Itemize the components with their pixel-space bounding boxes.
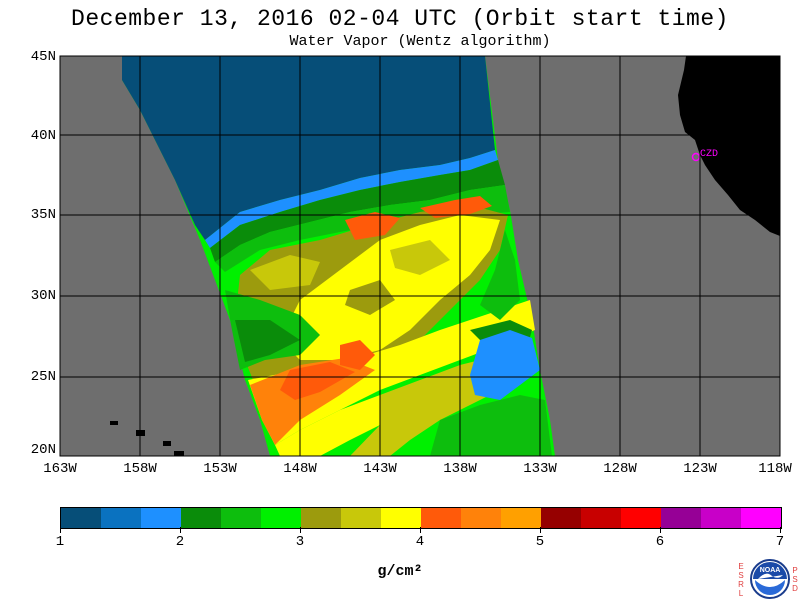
colorbar-tick	[780, 527, 781, 533]
swath-red-orange-south	[340, 340, 375, 370]
colorbar-swatch	[541, 508, 581, 528]
colorbar-label-7: 7	[775, 534, 785, 550]
colorbar-swatch	[181, 508, 221, 528]
colorbar-swatch	[61, 508, 101, 528]
colorbar-label-1: 1	[55, 534, 65, 550]
lon-label-128w: 128W	[603, 461, 637, 477]
swath-yellow-core	[280, 215, 500, 360]
colorbar-swatch	[741, 508, 781, 528]
map-frame	[59, 55, 781, 457]
swath-yellow-bottom	[275, 395, 400, 456]
lat-label-35n: 35N	[30, 207, 56, 223]
colorbar-tick	[540, 527, 541, 533]
colorbar	[60, 507, 782, 529]
colorbar-swatch	[221, 508, 261, 528]
lat-label-45n: 45N	[30, 49, 56, 65]
colorbar-swatch	[141, 508, 181, 528]
lat-label-30n: 30N	[30, 288, 56, 304]
colorbar-tick	[60, 527, 61, 533]
swath-dark-green-left	[235, 320, 300, 362]
colorbar-swatch	[621, 508, 661, 528]
colorbar-swatch	[301, 508, 341, 528]
swath-dark-green-band	[210, 160, 505, 262]
lon-label-143w: 143W	[363, 461, 397, 477]
lat-label-25n: 25N	[30, 369, 56, 385]
colorbar-swatch	[701, 508, 741, 528]
lon-label-148w: 148W	[283, 461, 317, 477]
swath-blue-east	[470, 330, 540, 400]
swath-orange-north-2	[420, 196, 492, 218]
station-label: CZD	[700, 149, 718, 160]
colorbar-swatch	[581, 508, 621, 528]
lat-label-40n: 40N	[30, 128, 56, 144]
colorbar-swatch	[261, 508, 301, 528]
swath-yellow-south	[248, 300, 535, 445]
lon-label-118w: 118W	[758, 461, 792, 477]
lon-label-158w: 158W	[123, 461, 157, 477]
swath-olive-patch	[250, 255, 320, 290]
land-california	[678, 56, 780, 236]
colorbar-swatch	[461, 508, 501, 528]
colorbar-tick	[660, 527, 661, 533]
swath-low-vapor-north	[122, 56, 495, 240]
colorbar-label-2: 2	[175, 534, 185, 550]
colorbar-swatch	[421, 508, 461, 528]
colorbar-swatch	[501, 508, 541, 528]
colorbar-tick	[180, 527, 181, 533]
svg-text:NOAA: NOAA	[760, 567, 781, 574]
satellite-swath	[122, 56, 555, 456]
lon-label-138w: 138W	[443, 461, 477, 477]
map-subtitle: Water Vapor (Wentz algorithm)	[289, 33, 551, 50]
lon-label-123w: 123W	[683, 461, 717, 477]
colorbar-label-4: 4	[415, 534, 425, 550]
colorbar-label-3: 3	[295, 534, 305, 550]
colorbar-label-5: 5	[535, 534, 545, 550]
swath-olive-patch-3	[345, 280, 395, 315]
graticule	[60, 56, 780, 456]
swath-blue-band	[205, 150, 498, 248]
noaa-emblem-icon: NOAA	[750, 559, 790, 599]
lat-label-20n: 20N	[30, 442, 56, 458]
colorbar-swatch	[101, 508, 141, 528]
colorbar-swatch	[341, 508, 381, 528]
swath-orange-south	[250, 358, 375, 445]
swath-orange-north	[345, 212, 400, 240]
lon-label-163w: 163W	[43, 461, 77, 477]
colorbar-label-6: 6	[655, 534, 665, 550]
swath-olive-patch-2	[390, 240, 450, 275]
map-title: December 13, 2016 02-04 UTC (Orbit start…	[71, 6, 729, 32]
colorbar-tick	[300, 527, 301, 533]
colorbar-units: g/cm²	[377, 563, 423, 580]
swath-green-east	[480, 230, 520, 320]
lon-label-133w: 133W	[523, 461, 557, 477]
swath-dark-orange-south	[280, 362, 355, 400]
colorbar-swatch	[661, 508, 701, 528]
colorbar-swatch	[381, 508, 421, 528]
lon-label-153w: 153W	[203, 461, 237, 477]
colorbar-tick	[420, 527, 421, 533]
